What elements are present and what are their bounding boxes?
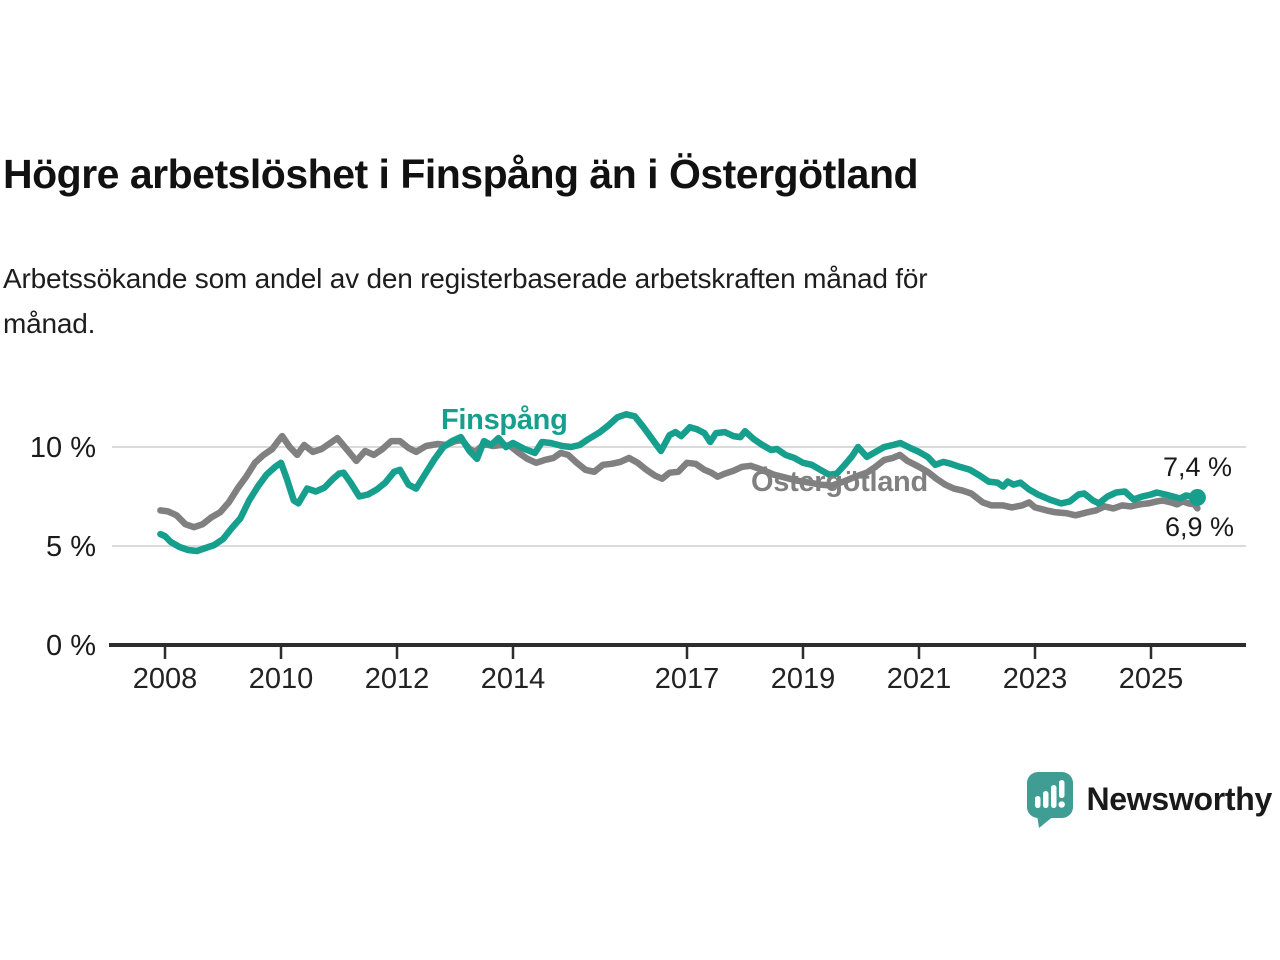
newsworthy-logo-icon bbox=[1026, 772, 1073, 828]
exclamation-dot bbox=[1058, 801, 1065, 808]
x-tick-label-2021: 2021 bbox=[887, 663, 952, 695]
x-tick-label-2014: 2014 bbox=[481, 663, 546, 695]
bar-large bbox=[1050, 785, 1056, 808]
y-tick-label-10: 10 % bbox=[30, 432, 96, 464]
x-tick-label-2017: 2017 bbox=[655, 663, 720, 695]
series-label-finspang: Finspång bbox=[441, 404, 568, 436]
exclamation-bar bbox=[1058, 780, 1064, 798]
x-tick-label-2010: 2010 bbox=[249, 663, 314, 695]
page-title: Högre arbetslöshet i Finspång än i Öster… bbox=[3, 151, 919, 197]
newsworthy-logo: Newsworthy bbox=[1026, 771, 1273, 828]
subtitle-line-2: månad. bbox=[3, 308, 96, 339]
series-line-ostergotland bbox=[157, 432, 1201, 531]
bar-medium bbox=[1042, 791, 1048, 808]
newsworthy-logo-text: Newsworthy bbox=[1086, 781, 1273, 817]
x-tick-label-2025: 2025 bbox=[1119, 663, 1184, 695]
subtitle-line-1: Arbetssökande som andel av den registerb… bbox=[3, 263, 928, 294]
x-tick-label-2008: 2008 bbox=[133, 663, 198, 695]
series-label-ostergotland: Östergötland bbox=[751, 466, 928, 498]
x-tick-label-2019: 2019 bbox=[771, 663, 836, 695]
bar-small bbox=[1034, 796, 1040, 808]
y-tick-label-0: 0 % bbox=[46, 630, 96, 662]
series-line-finspang bbox=[157, 411, 1201, 555]
x-tick-label-2023: 2023 bbox=[1003, 663, 1068, 695]
x-tick-label-2012: 2012 bbox=[365, 663, 430, 695]
speech-bubble-tail bbox=[1036, 815, 1055, 828]
end-point-marker bbox=[1188, 488, 1206, 506]
end-value-label-finspang: 7,4 % bbox=[1163, 452, 1233, 482]
end-value-label-ostergotland: 6,9 % bbox=[1165, 512, 1235, 542]
y-tick-label-5: 5 % bbox=[46, 531, 96, 563]
page-subtitle: Arbetssökande som andel av den registerb… bbox=[3, 256, 928, 346]
